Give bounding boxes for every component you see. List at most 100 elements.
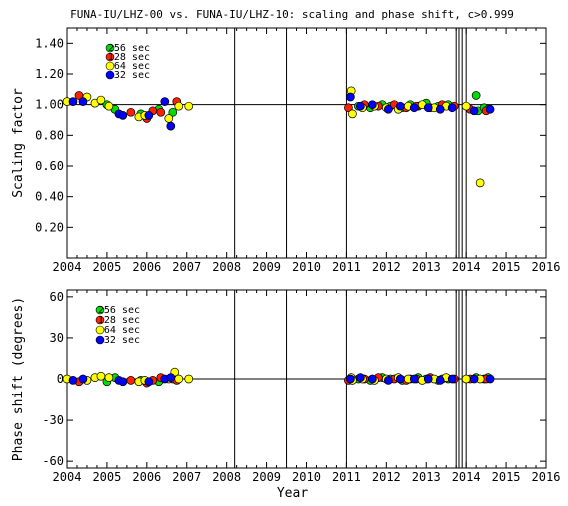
data-point [469, 374, 479, 384]
data-point [104, 373, 114, 382]
data-point [368, 100, 377, 110]
y-tick-label: 0.20 [35, 220, 64, 234]
scaling-panel: 2004 2005 2006 2007 2008 2009 2010 2011 2012 2013… [11, 27, 561, 274]
data-point [409, 374, 419, 384]
data-point [447, 103, 457, 113]
data-point [174, 101, 184, 111]
data-point [118, 377, 128, 387]
legend-marker [95, 335, 105, 345]
data-point [383, 376, 393, 385]
y-tick-label: 1.20 [35, 67, 64, 81]
data-point [435, 104, 445, 114]
x-tick-label: 2010 [292, 470, 321, 484]
data-point [126, 376, 136, 385]
data-point [68, 376, 78, 385]
data-point [104, 101, 114, 111]
data-point [68, 97, 78, 106]
data-point [475, 178, 485, 188]
data-point [471, 91, 481, 100]
x-axis-label: Year [277, 486, 308, 501]
data-point [174, 374, 184, 384]
data-point [356, 101, 365, 111]
x-tick-label: 2014 [452, 260, 481, 274]
x-tick-label: 2009 [252, 260, 281, 274]
x-tick-label: 2009 [252, 470, 281, 484]
data-point [356, 373, 365, 382]
x-tick-label: 2010 [292, 260, 321, 274]
legend-marker [95, 305, 105, 315]
y-tick-label: -30 [42, 413, 64, 427]
data-point [461, 374, 471, 384]
legend-marker [105, 70, 115, 80]
data-point [78, 374, 88, 384]
legend-marker [105, 52, 115, 62]
legend-label: 256 sec [98, 305, 140, 316]
x-tick-label: 2012 [372, 260, 401, 274]
y-axis-label: Phase shift (degrees) [11, 297, 26, 461]
data-point [348, 109, 357, 119]
legend-marker [95, 315, 105, 325]
legend-marker [105, 43, 115, 53]
data-point [485, 374, 495, 384]
data-point [144, 111, 154, 120]
data-point [344, 103, 353, 113]
data-point [346, 92, 355, 102]
x-tick-label: 2013 [412, 470, 441, 484]
x-tick-label: 2011 [332, 260, 361, 274]
phase-panel: 2004 2005 2006 2007 2008 2009 2010 2011 2012 2013… [11, 289, 560, 501]
y-tick-label: -60 [42, 454, 64, 468]
data-point [78, 97, 88, 106]
y-tick-label: 0.80 [35, 128, 64, 142]
y-tick-label: 0.60 [35, 159, 64, 173]
legend-label: 128 sec [108, 52, 150, 63]
data-point [156, 107, 166, 117]
x-tick-label: 2008 [212, 260, 241, 274]
data-point [346, 374, 355, 384]
x-tick-label: 2013 [412, 260, 441, 274]
legend-label: 256 sec [108, 43, 150, 54]
data-point [395, 374, 405, 384]
legend-label: 32 sec [104, 335, 140, 346]
data-point [383, 104, 393, 114]
x-tick-label: 2005 [92, 260, 121, 274]
y-tick-label: 0.40 [35, 190, 64, 204]
data-point [118, 111, 128, 120]
data-point [166, 121, 176, 131]
y-tick-label: 60 [50, 290, 64, 304]
legend-label: 64 sec [104, 325, 140, 336]
legend-label: 32 sec [114, 70, 150, 81]
data-point [409, 103, 419, 113]
x-tick-label: 2016 [532, 260, 561, 274]
data-point [126, 107, 136, 117]
data-point [96, 371, 106, 381]
data-point [461, 101, 471, 111]
data-point [423, 103, 433, 113]
x-tick-label: 2004 [53, 470, 82, 484]
x-tick-label: 2007 [172, 260, 201, 274]
data-point [184, 101, 194, 111]
x-tick-label: 2007 [172, 470, 201, 484]
chart-title: FUNA-IU/LHZ-00 vs. FUNA-IU/LHZ-10: scali… [70, 8, 514, 21]
x-tick-label: 2015 [492, 260, 521, 274]
data-point [395, 101, 405, 111]
data-point [166, 373, 176, 382]
data-point [96, 95, 106, 105]
data-point [184, 374, 194, 384]
data-point [160, 97, 170, 106]
legend-label: 128 sec [98, 315, 140, 326]
legend-label: 64 sec [114, 61, 150, 72]
data-point [423, 374, 433, 384]
y-tick-label: 0 [57, 372, 64, 386]
x-tick-label: 2015 [492, 470, 521, 484]
data-point [168, 107, 178, 117]
y-tick-label: 1.40 [35, 36, 64, 50]
y-axis-label: Scaling factor [11, 88, 26, 198]
x-tick-label: 2014 [452, 470, 481, 484]
data-point [435, 376, 445, 385]
data-point [447, 374, 457, 384]
data-point [164, 114, 174, 123]
x-tick-label: 2005 [92, 470, 121, 484]
x-tick-label: 2006 [132, 260, 161, 274]
legend-marker [105, 61, 115, 71]
